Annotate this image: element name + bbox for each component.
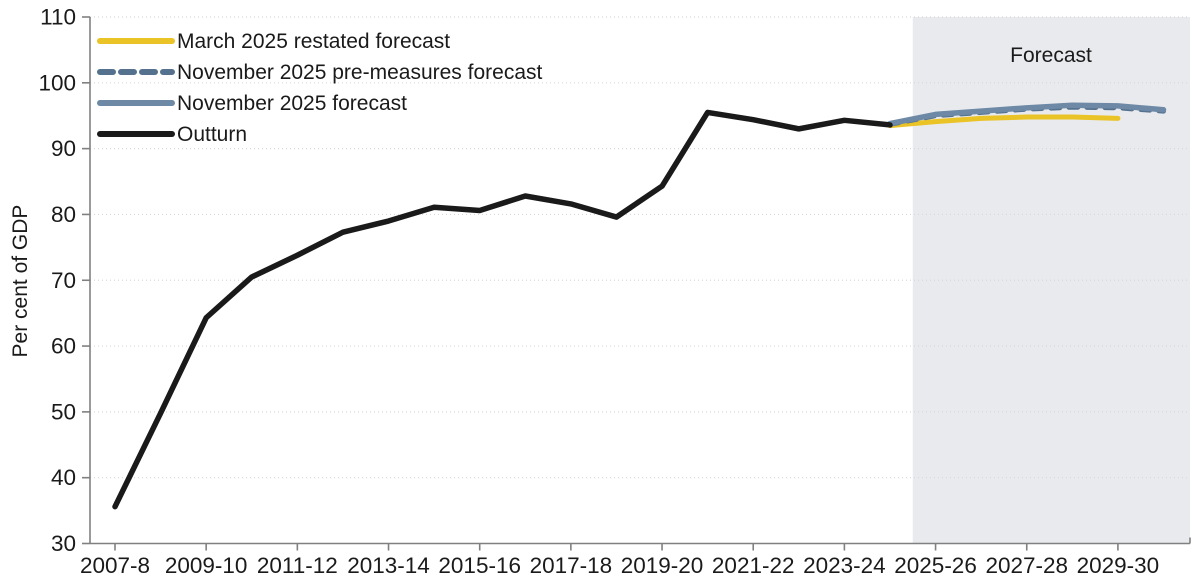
y-tick-label-60: 60 [51,334,76,359]
series-line-3 [112,109,893,510]
y-tick-label-70: 70 [51,268,76,293]
legend-item-0: March 2025 restated forecast [97,30,450,53]
legend-item-2: November 2025 forecast [97,92,407,115]
x-tick-label-2027-28: 2027-28 [985,553,1068,578]
x-tick-label-2011-12: 2011-12 [257,553,338,578]
legend-label-1: November 2025 pre-measures forecast [177,61,543,84]
x-tick-label-2013-14: 2013-14 [347,553,430,578]
series-lines [112,102,1167,510]
y-tick-label-110: 110 [40,5,76,30]
legend-label-3: Outturn [177,123,247,146]
legend-item-1: November 2025 pre-measures forecast [97,61,543,84]
x-tick-label-2017-18: 2017-18 [530,553,613,578]
legend-label-0: March 2025 restated forecast [177,30,450,53]
legend-label-2: November 2025 forecast [177,92,407,115]
x-tick-label-2009-10: 2009-10 [165,553,248,578]
series-line-2 [887,102,1167,127]
x-tick-label-2021-22: 2021-22 [712,553,795,578]
y-tick-label-40: 40 [51,465,76,490]
x-tick-label-2029-30: 2029-30 [1077,553,1160,578]
y-tick-label-80: 80 [51,202,76,227]
y-tick-label-30: 30 [51,531,76,556]
y-tick-label-50: 50 [51,399,76,424]
x-tick-label-2025-26: 2025-26 [894,553,977,578]
forecast-region-label: Forecast [1010,44,1092,67]
x-tick-label-2007-8: 2007-8 [80,553,150,578]
y-tick-label-90: 90 [51,136,76,161]
x-tick-label-2015-16: 2015-16 [438,553,521,578]
y-tick-group: 30 40 50 60 70 80 90 100 110 [38,5,90,556]
x-tick-group: 2007-8 2009-10 2011-12 2013-14 2015-16 2017-1… [80,543,1160,578]
series-line-0 [887,114,1121,129]
x-tick-label-2019-20: 2019-20 [621,553,704,578]
legend-item-3: Outturn [97,123,247,146]
y-tick-label-100: 100 [38,70,76,95]
x-tick-label-2023-24: 2023-24 [803,553,886,578]
legend: March 2025 restated forecast November 202… [97,30,543,146]
gridlines [90,16,1190,479]
y-axis-title: Per cent of GDP [9,205,32,358]
